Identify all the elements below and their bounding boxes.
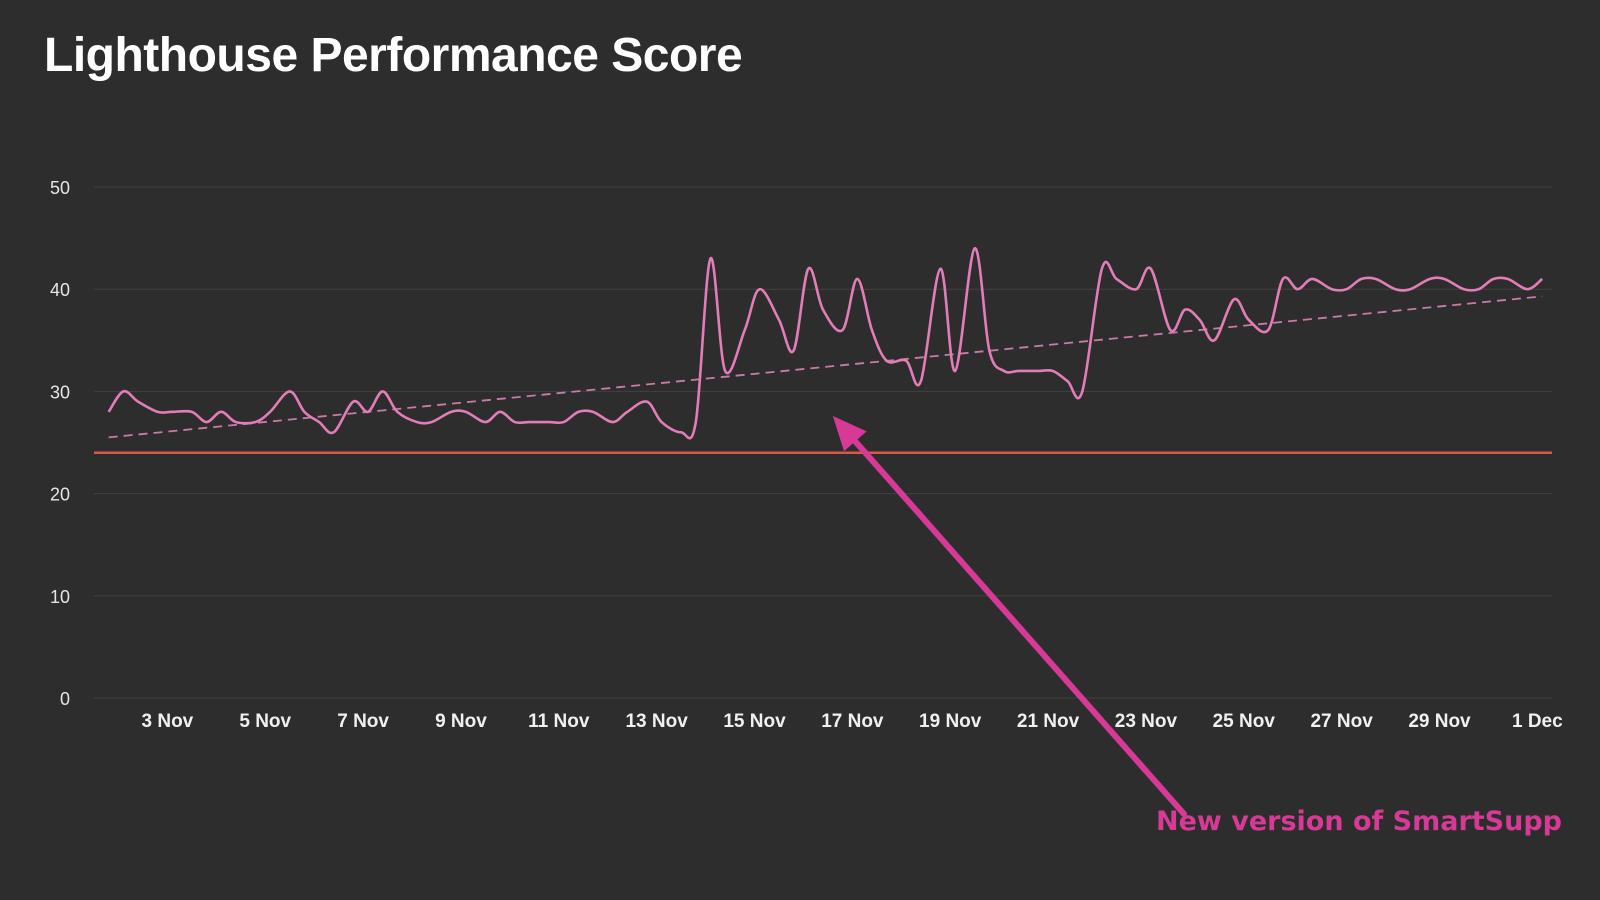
x-tick-label: 29 Nov [1408, 711, 1471, 732]
x-tick-label: 19 Nov [919, 711, 982, 732]
annotation-label: New version of SmartSupp [1156, 806, 1562, 837]
score-series-line [107, 247, 1544, 440]
x-tick-label: 5 Nov [239, 711, 291, 732]
y-tick-label: 0 [60, 689, 70, 709]
trend-line [108, 295, 1543, 439]
y-axis-ticks: 0 10 20 30 40 50 [50, 178, 70, 709]
arrow-head [832, 415, 867, 452]
x-tick-label: 23 Nov [1115, 711, 1178, 732]
y-tick-label: 20 [50, 485, 70, 505]
y-tick-label: 30 [50, 382, 70, 402]
x-tick-label: 1 Dec [1512, 711, 1563, 732]
x-tick-label: 21 Nov [1017, 711, 1080, 732]
chart-title: Lighthouse Performance Score [44, 29, 743, 82]
x-tick-label: 25 Nov [1213, 711, 1276, 732]
x-tick-label: 9 Nov [435, 711, 487, 732]
x-tick-label: 3 Nov [142, 711, 194, 732]
x-tick-label: 27 Nov [1310, 711, 1373, 732]
y-tick-label: 10 [50, 587, 70, 607]
y-tick-label: 40 [50, 280, 70, 300]
x-tick-label: 13 Nov [625, 711, 688, 732]
x-tick-label: 11 Nov [528, 711, 590, 732]
y-tick-label: 50 [50, 178, 70, 198]
annotation-arrow [832, 415, 1187, 817]
arrow-shaft [852, 438, 1187, 817]
x-tick-label: 17 Nov [821, 711, 884, 732]
gridlines [94, 186, 1552, 699]
x-tick-label: 7 Nov [337, 711, 389, 732]
x-axis-ticks: 3 Nov 5 Nov 7 Nov 9 Nov 11 Nov 13 Nov 15 Nov 17… [142, 711, 1564, 732]
x-tick-label: 15 Nov [723, 711, 786, 732]
